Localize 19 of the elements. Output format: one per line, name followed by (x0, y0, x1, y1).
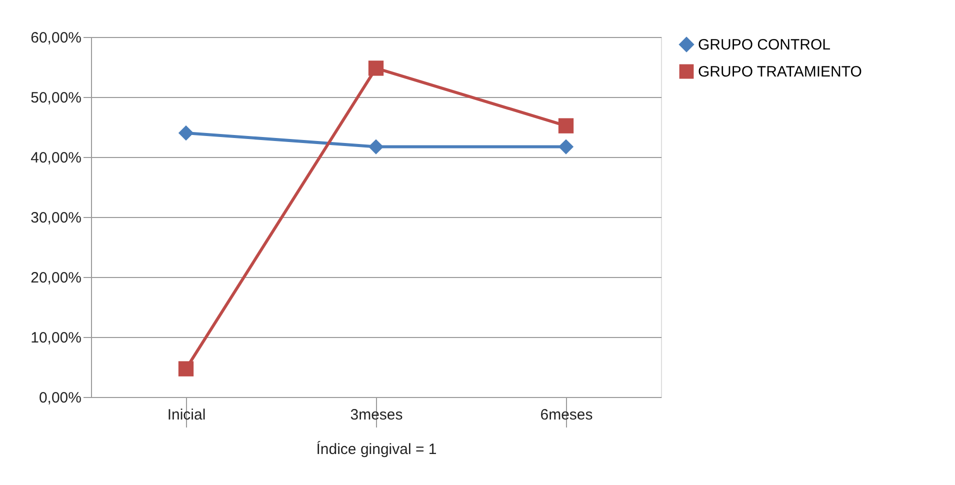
x-axis-title: Índice gingival = 1 (316, 440, 437, 458)
point (368, 60, 384, 76)
point (178, 361, 194, 376)
y-tick-label: 10,00% (30, 330, 82, 346)
y-tick-label: 60,00% (30, 30, 82, 46)
x-tick-label: 6meses (540, 406, 593, 424)
x-tick-label: Inicial (167, 406, 206, 424)
y-tick-label: 40,00% (30, 150, 82, 166)
point (178, 125, 194, 141)
legend-label: GRUPO TRATAMIENTO (698, 64, 862, 80)
y-tick-label: 20,00% (30, 270, 82, 286)
point (558, 118, 574, 134)
y-tick-label: 0,00% (38, 390, 82, 406)
point (558, 139, 574, 154)
y-tick-label: 30,00% (30, 210, 82, 226)
y-tick-label: 50,00% (30, 90, 82, 106)
point (368, 139, 384, 154)
x-tick-label: 3meses (350, 406, 403, 424)
legend-label: GRUPO CONTROL (698, 36, 831, 54)
